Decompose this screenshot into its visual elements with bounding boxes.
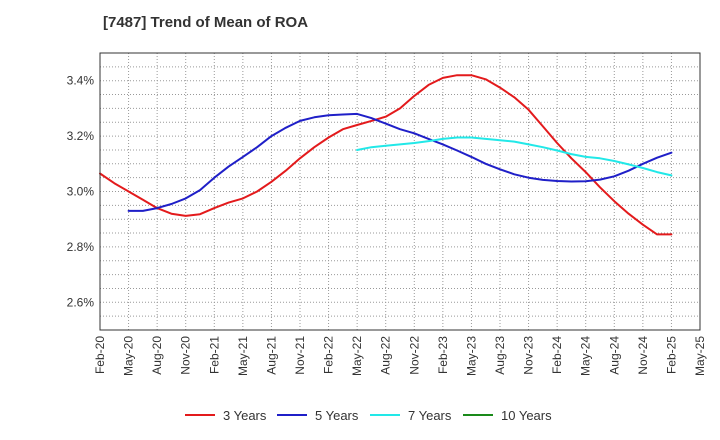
x-tick-label: Feb-20 xyxy=(93,336,107,374)
x-tick-label: Aug-21 xyxy=(264,336,278,375)
x-tick-label: May-24 xyxy=(579,336,593,376)
x-tick-label: May-23 xyxy=(464,336,478,376)
legend-label: 3 Years xyxy=(223,408,267,423)
x-tick-label: May-21 xyxy=(236,336,250,376)
series-line-3-years xyxy=(99,74,673,236)
x-tick-label: Feb-24 xyxy=(550,336,564,374)
y-tick-label: 2.6% xyxy=(67,295,95,309)
grid xyxy=(99,53,701,330)
chart-title: [7487] Trend of Mean of ROA xyxy=(103,14,309,31)
y-tick-label: 3.4% xyxy=(67,74,95,88)
x-tick-label: Aug-22 xyxy=(379,336,393,375)
x-tick-label: Feb-21 xyxy=(207,336,221,374)
y-tick-label: 3.2% xyxy=(67,129,95,143)
x-tick-label: Feb-25 xyxy=(664,336,678,374)
x-tick-label: Feb-23 xyxy=(436,336,450,374)
x-tick-label: Nov-23 xyxy=(522,336,536,375)
x-tick-label: May-25 xyxy=(693,336,707,376)
y-axis: 2.6% 2.8% 3.0% 3.2% 3.4% xyxy=(67,74,95,310)
x-tick-label: May-22 xyxy=(350,336,364,376)
x-tick-label: Nov-21 xyxy=(293,336,307,375)
legend: 3 Years 5 Years 7 Years 10 Years xyxy=(185,408,552,423)
series-lines xyxy=(99,74,673,236)
x-tick-label: Feb-22 xyxy=(322,336,336,374)
legend-label: 5 Years xyxy=(315,408,359,423)
legend-label: 7 Years xyxy=(408,408,452,423)
x-axis: Feb-20 May-20 Aug-20 Nov-20 Feb-21 May-21 Aug-… xyxy=(93,336,707,376)
series-line-7-years xyxy=(356,136,673,177)
x-tick-label: May-20 xyxy=(122,336,136,376)
x-tick-label: Nov-22 xyxy=(407,336,421,375)
y-tick-label: 2.8% xyxy=(67,240,95,254)
x-tick-label: Nov-24 xyxy=(636,336,650,375)
series-line-5-years xyxy=(127,112,673,212)
legend-label: 10 Years xyxy=(501,408,552,423)
plot-border xyxy=(99,52,701,331)
y-tick-label: 3.0% xyxy=(67,185,95,199)
x-tick-label: Aug-20 xyxy=(150,336,164,375)
x-tick-label: Aug-24 xyxy=(607,336,621,375)
x-tick-label: Aug-23 xyxy=(493,336,507,375)
x-tick-label: Nov-20 xyxy=(179,336,193,375)
